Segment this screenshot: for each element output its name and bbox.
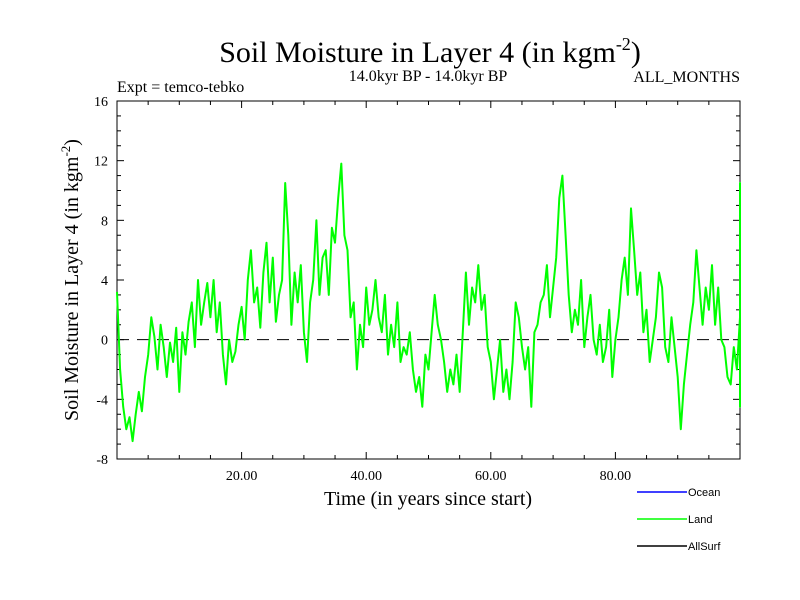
y-axis-ticks: -8 -4 0 4 8 12 16: [94, 95, 740, 468]
subtitle-period: 14.0kyr BP - 14.0kyr BP: [349, 68, 508, 85]
chart-title-superscript: -2: [616, 34, 631, 54]
subtitle-experiment: Expt = temco-tebko: [117, 79, 244, 96]
y-tick-label: 4: [101, 274, 108, 289]
subtitle-months: ALL_MONTHS: [633, 69, 740, 86]
y-tick-label: 0: [101, 334, 108, 349]
y-axis-label-superscript: -2: [58, 146, 73, 157]
x-axis-ticks: 20.00 40.00 60.00 80.00: [116, 101, 741, 484]
plot-frame: [116, 100, 741, 460]
y-axis-label: Soil Moisture in Layer 4 (in kgm-2): [58, 139, 83, 421]
y-axis-label-main: Soil Moisture in Layer 4 (in kgm: [61, 156, 83, 421]
x-tick-label: 40.00: [350, 469, 382, 484]
y-tick-label: 12: [94, 155, 108, 170]
y-tick-label: 8: [101, 214, 108, 229]
legend-label-ocean: Ocean: [688, 487, 720, 499]
chart-title: Soil Moisture in Layer 4 (in kgm-2): [219, 34, 641, 69]
x-axis-label: Time (in years since start): [324, 488, 532, 510]
legend-label-land: Land: [688, 514, 712, 526]
x-tick-label: 60.00: [475, 469, 507, 484]
y-tick-label: -8: [96, 453, 108, 468]
x-tick-label: 20.00: [226, 469, 258, 484]
y-tick-label: -4: [96, 393, 108, 408]
legend: Ocean Land AllSurf: [637, 487, 721, 553]
y-tick-label: 16: [94, 95, 108, 110]
series-layer: [116, 162, 741, 443]
legend-label-allsurf: AllSurf: [688, 541, 721, 553]
chart-title-close: ): [631, 36, 641, 69]
x-tick-label: 80.00: [600, 469, 632, 484]
chart-title-main: Soil Moisture in Layer 4 (in kgm: [219, 36, 616, 69]
series-line-land: [116, 162, 741, 443]
y-axis-label-close: ): [61, 139, 83, 146]
